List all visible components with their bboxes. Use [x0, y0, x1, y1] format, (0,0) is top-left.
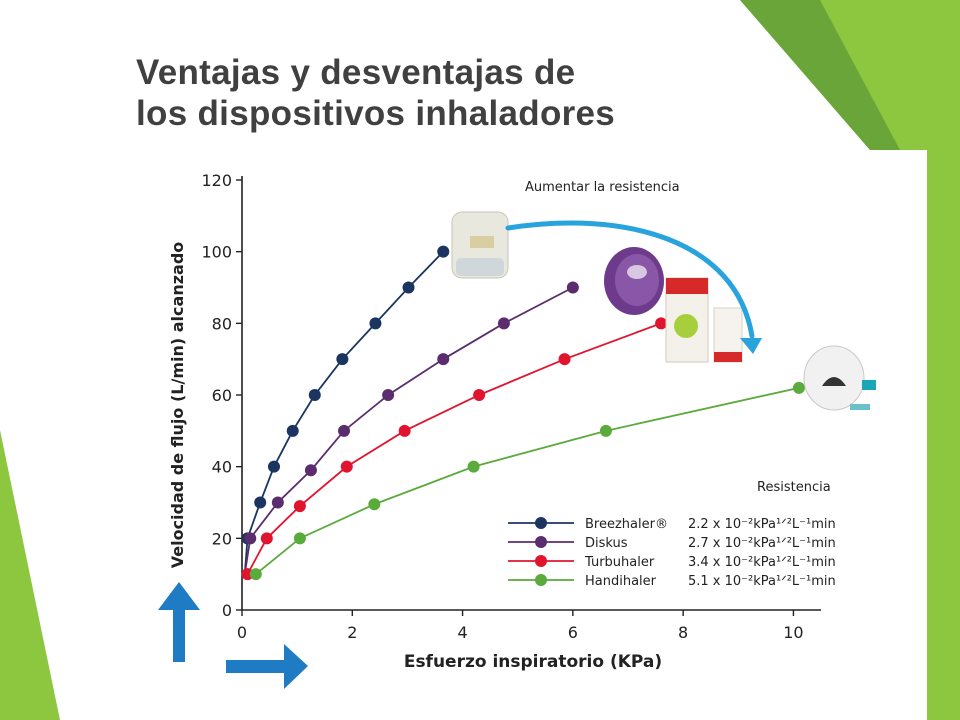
- legend-name-handihaler: Handihaler: [585, 574, 657, 589]
- data-point-turbuhaler: [473, 389, 486, 401]
- up-arrow-icon: [158, 582, 200, 662]
- green-corner-left: [0, 430, 60, 720]
- chart-panel: 0 20 40 60 80 100 120 0 2 4 6 8 10: [156, 150, 927, 720]
- chart-annotation: Aumentar la resistencia: [525, 180, 680, 195]
- data-point-handihaler: [368, 498, 381, 511]
- data-point-diskus: [382, 389, 395, 401]
- x-tick-label: 4: [457, 623, 467, 642]
- chart-legend: Breezhaler® 2.2 x 10⁻²kPa¹ᐟ²L⁻¹min Diskus 2…: [508, 517, 836, 589]
- x-axis-title: Esfuerzo inspiratorio (KPa): [404, 652, 662, 672]
- data-point-turbuhaler: [558, 353, 571, 366]
- x-tick-label: 10: [783, 623, 803, 642]
- slide-title-line2: los dispositivos inhaladores: [136, 94, 616, 133]
- data-point-breezhaler: [402, 281, 415, 294]
- data-point-turbuhaler: [340, 460, 353, 473]
- diskus-device-icon: [604, 247, 664, 315]
- data-point-breezhaler: [286, 424, 299, 437]
- data-point-turbuhaler: [398, 424, 411, 437]
- chart-series-points: [241, 245, 805, 581]
- green-strip-right: [927, 150, 960, 720]
- handihaler-device-icon: [803, 345, 876, 411]
- slide-title: Ventajas y desventajas de los dispositiv…: [136, 52, 615, 134]
- y-tick-label: 20: [212, 529, 232, 548]
- y-axis-title: Velocidad de flujo (L/min) alcanzado: [168, 242, 187, 569]
- legend-marker-handihaler: [535, 574, 547, 586]
- flow-chart: 0 20 40 60 80 100 120 0 2 4 6 8 10: [158, 171, 876, 689]
- x-tick-label: 6: [568, 623, 578, 642]
- data-point-handihaler: [249, 568, 262, 581]
- data-point-turbuhaler: [241, 568, 254, 581]
- legend-resistance-handihaler: 5.1 x 10⁻²kPa¹ᐟ²L⁻¹min: [688, 574, 836, 589]
- y-tick-label: 100: [201, 243, 232, 262]
- data-point-diskus: [437, 353, 450, 366]
- legend-marker-turbuhaler: [535, 555, 547, 567]
- legend-title: Resistencia: [757, 480, 831, 495]
- data-point-breezhaler: [437, 245, 450, 258]
- slide-title-line1: Ventajas y desventajas de: [136, 53, 576, 92]
- legend-marker-diskus: [535, 536, 547, 548]
- x-tick-label: 8: [678, 623, 688, 642]
- legend-resistance-diskus: 2.7 x 10⁻²kPa¹ᐟ²L⁻¹min: [688, 536, 836, 551]
- y-tick-label: 0: [222, 601, 232, 620]
- increase-resistance-arrow: [505, 220, 755, 339]
- y-tick-label: 120: [201, 171, 232, 190]
- right-arrow-icon: [226, 644, 308, 689]
- data-point-handihaler: [792, 381, 805, 394]
- turbuhaler-device-icon: [665, 277, 743, 363]
- increase-resistance-arrowhead: [740, 338, 762, 354]
- data-point-breezhaler: [336, 353, 349, 366]
- data-point-handihaler: [599, 424, 612, 437]
- data-point-handihaler: [293, 532, 306, 545]
- x-tick-label: 2: [347, 623, 357, 642]
- data-point-turbuhaler: [293, 500, 306, 513]
- data-point-diskus: [304, 464, 317, 477]
- data-point-handihaler: [467, 460, 480, 473]
- data-point-diskus: [244, 532, 257, 545]
- data-point-breezhaler: [308, 389, 321, 401]
- data-point-diskus: [566, 281, 579, 294]
- legend-name-turbuhaler: Turbuhaler: [584, 555, 655, 570]
- data-point-breezhaler: [267, 460, 280, 473]
- breezhaler-device-icon: [451, 211, 509, 279]
- legend-resistance-breezhaler: 2.2 x 10⁻²kPa¹ᐟ²L⁻¹min: [688, 517, 836, 532]
- legend-marker-breezhaler: [535, 517, 547, 529]
- legend-resistance-turbuhaler: 3.4 x 10⁻²kPa¹ᐟ²L⁻¹min: [688, 555, 836, 570]
- data-point-turbuhaler: [655, 317, 668, 330]
- data-point-turbuhaler: [260, 532, 273, 545]
- y-tick-label: 60: [212, 386, 232, 405]
- green-shape-top-right-dark: [740, 0, 900, 150]
- data-point-breezhaler: [369, 317, 382, 330]
- y-tick-label: 80: [212, 314, 232, 333]
- data-point-diskus: [338, 424, 351, 437]
- legend-name-breezhaler: Breezhaler®: [585, 517, 668, 532]
- x-tick-label: 0: [237, 623, 247, 642]
- data-point-diskus: [497, 317, 510, 330]
- chart-ticks: 0 20 40 60 80 100 120 0 2 4 6 8 10: [201, 171, 803, 642]
- data-point-diskus: [271, 496, 284, 509]
- y-tick-label: 40: [212, 458, 232, 477]
- legend-name-diskus: Diskus: [585, 536, 628, 551]
- series-line-breezhaler: [243, 251, 444, 575]
- data-point-breezhaler: [254, 496, 267, 509]
